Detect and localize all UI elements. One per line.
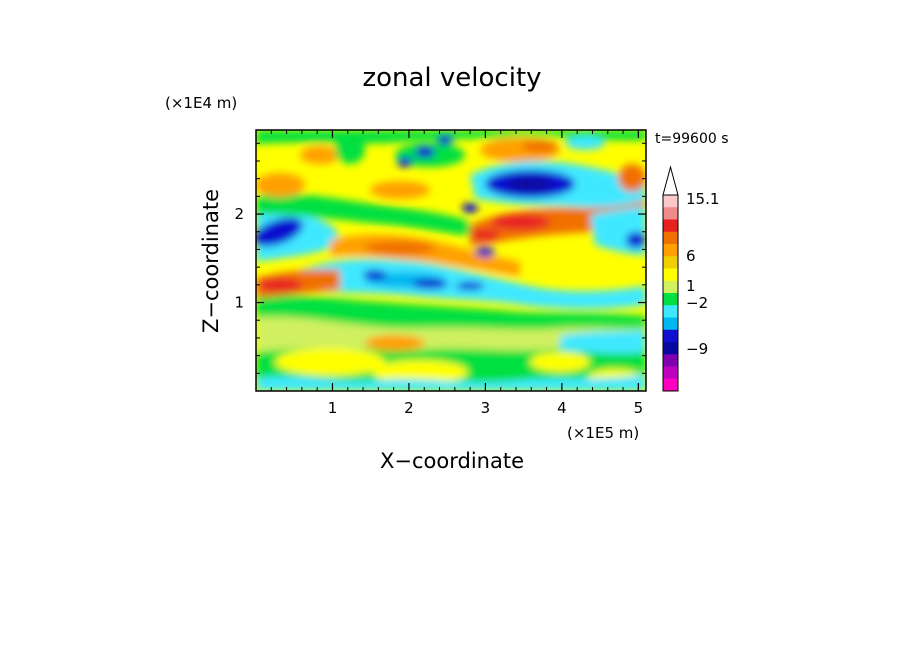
contour-region — [365, 241, 435, 255]
colorbar-swatch — [663, 231, 678, 245]
contour-region — [363, 270, 387, 280]
x-unit-label: (×1E5 m) — [567, 424, 639, 442]
contour-region — [522, 140, 558, 152]
y-tick-label: 1 — [234, 294, 244, 312]
contour-region — [256, 194, 470, 236]
contour-region — [456, 282, 484, 290]
contour-region — [258, 278, 302, 292]
contour-region — [256, 173, 305, 197]
contour-region — [256, 316, 646, 352]
colorbar-swatch — [663, 219, 678, 233]
contour-region — [470, 200, 646, 246]
time-label: t=99600 s — [655, 131, 729, 147]
colorbar-swatch — [663, 195, 678, 208]
contour-region — [275, 348, 385, 376]
colorbar-swatch — [663, 317, 678, 331]
y-axis-ticks: 12 — [234, 142, 646, 374]
colorbar-swatch — [663, 244, 678, 257]
contour-region — [560, 330, 646, 354]
contour-region — [490, 214, 550, 230]
y-axis-label: Z−coordinate — [199, 189, 223, 333]
contour-region — [470, 229, 500, 241]
colorbar-label: −9 — [686, 340, 708, 358]
y-tick-label: 2 — [234, 205, 244, 223]
x-axis-label: X−coordinate — [380, 449, 524, 473]
colorbar: 15.1 6 1−2 −9 — [662, 165, 719, 392]
contour-region — [256, 217, 303, 247]
contour-region — [397, 157, 413, 167]
colorbar-swatch — [663, 329, 678, 343]
contour-region — [565, 136, 605, 150]
colorbar-swatch — [663, 268, 678, 282]
colorbar-swatch — [663, 256, 678, 269]
colorbar-frame — [662, 194, 679, 392]
contour-region — [462, 203, 478, 213]
velocity-contour-field — [256, 130, 646, 391]
colorbar-swatch — [663, 354, 678, 367]
colorbar-label: −2 — [686, 294, 708, 312]
contour-region — [508, 177, 552, 191]
contour-region — [335, 136, 365, 164]
contour-region — [300, 146, 340, 164]
contour-region — [372, 360, 468, 384]
x-tick-label: 3 — [481, 399, 491, 417]
contour-region — [412, 279, 448, 289]
y-unit-label: (×1E4 m) — [165, 94, 237, 112]
colorbar-swatch — [663, 207, 678, 220]
contour-region — [437, 135, 453, 145]
x-axis-ticks: 1 2 3 4 5 — [270, 130, 644, 417]
contour-region — [475, 247, 495, 257]
colorbar-swatch — [663, 342, 678, 355]
x-tick-label: 1 — [328, 399, 338, 417]
contour-region — [370, 181, 430, 199]
colorbar-label: 1 — [686, 277, 696, 295]
contour-region — [256, 374, 646, 391]
x-tick-label: 5 — [634, 399, 644, 417]
colorbar-swatch — [663, 305, 678, 318]
contour-region — [618, 164, 646, 192]
colorbar-label: 6 — [686, 247, 696, 265]
contour-region — [415, 146, 435, 158]
contour-region — [530, 352, 590, 372]
colorbar-extend-arrow — [662, 165, 679, 196]
chart-title: zonal velocity — [362, 63, 541, 93]
colorbar-swatch — [663, 366, 678, 380]
contour-region — [626, 232, 646, 248]
plot-frame — [255, 129, 647, 392]
colorbar-swatch — [663, 280, 678, 294]
colorbar-label: 15.1 — [686, 190, 719, 208]
x-tick-label: 4 — [557, 399, 567, 417]
x-tick-label: 2 — [404, 399, 414, 417]
contour-region — [365, 335, 425, 351]
colorbar-swatch — [663, 378, 678, 392]
colorbar-swatch — [663, 293, 678, 306]
